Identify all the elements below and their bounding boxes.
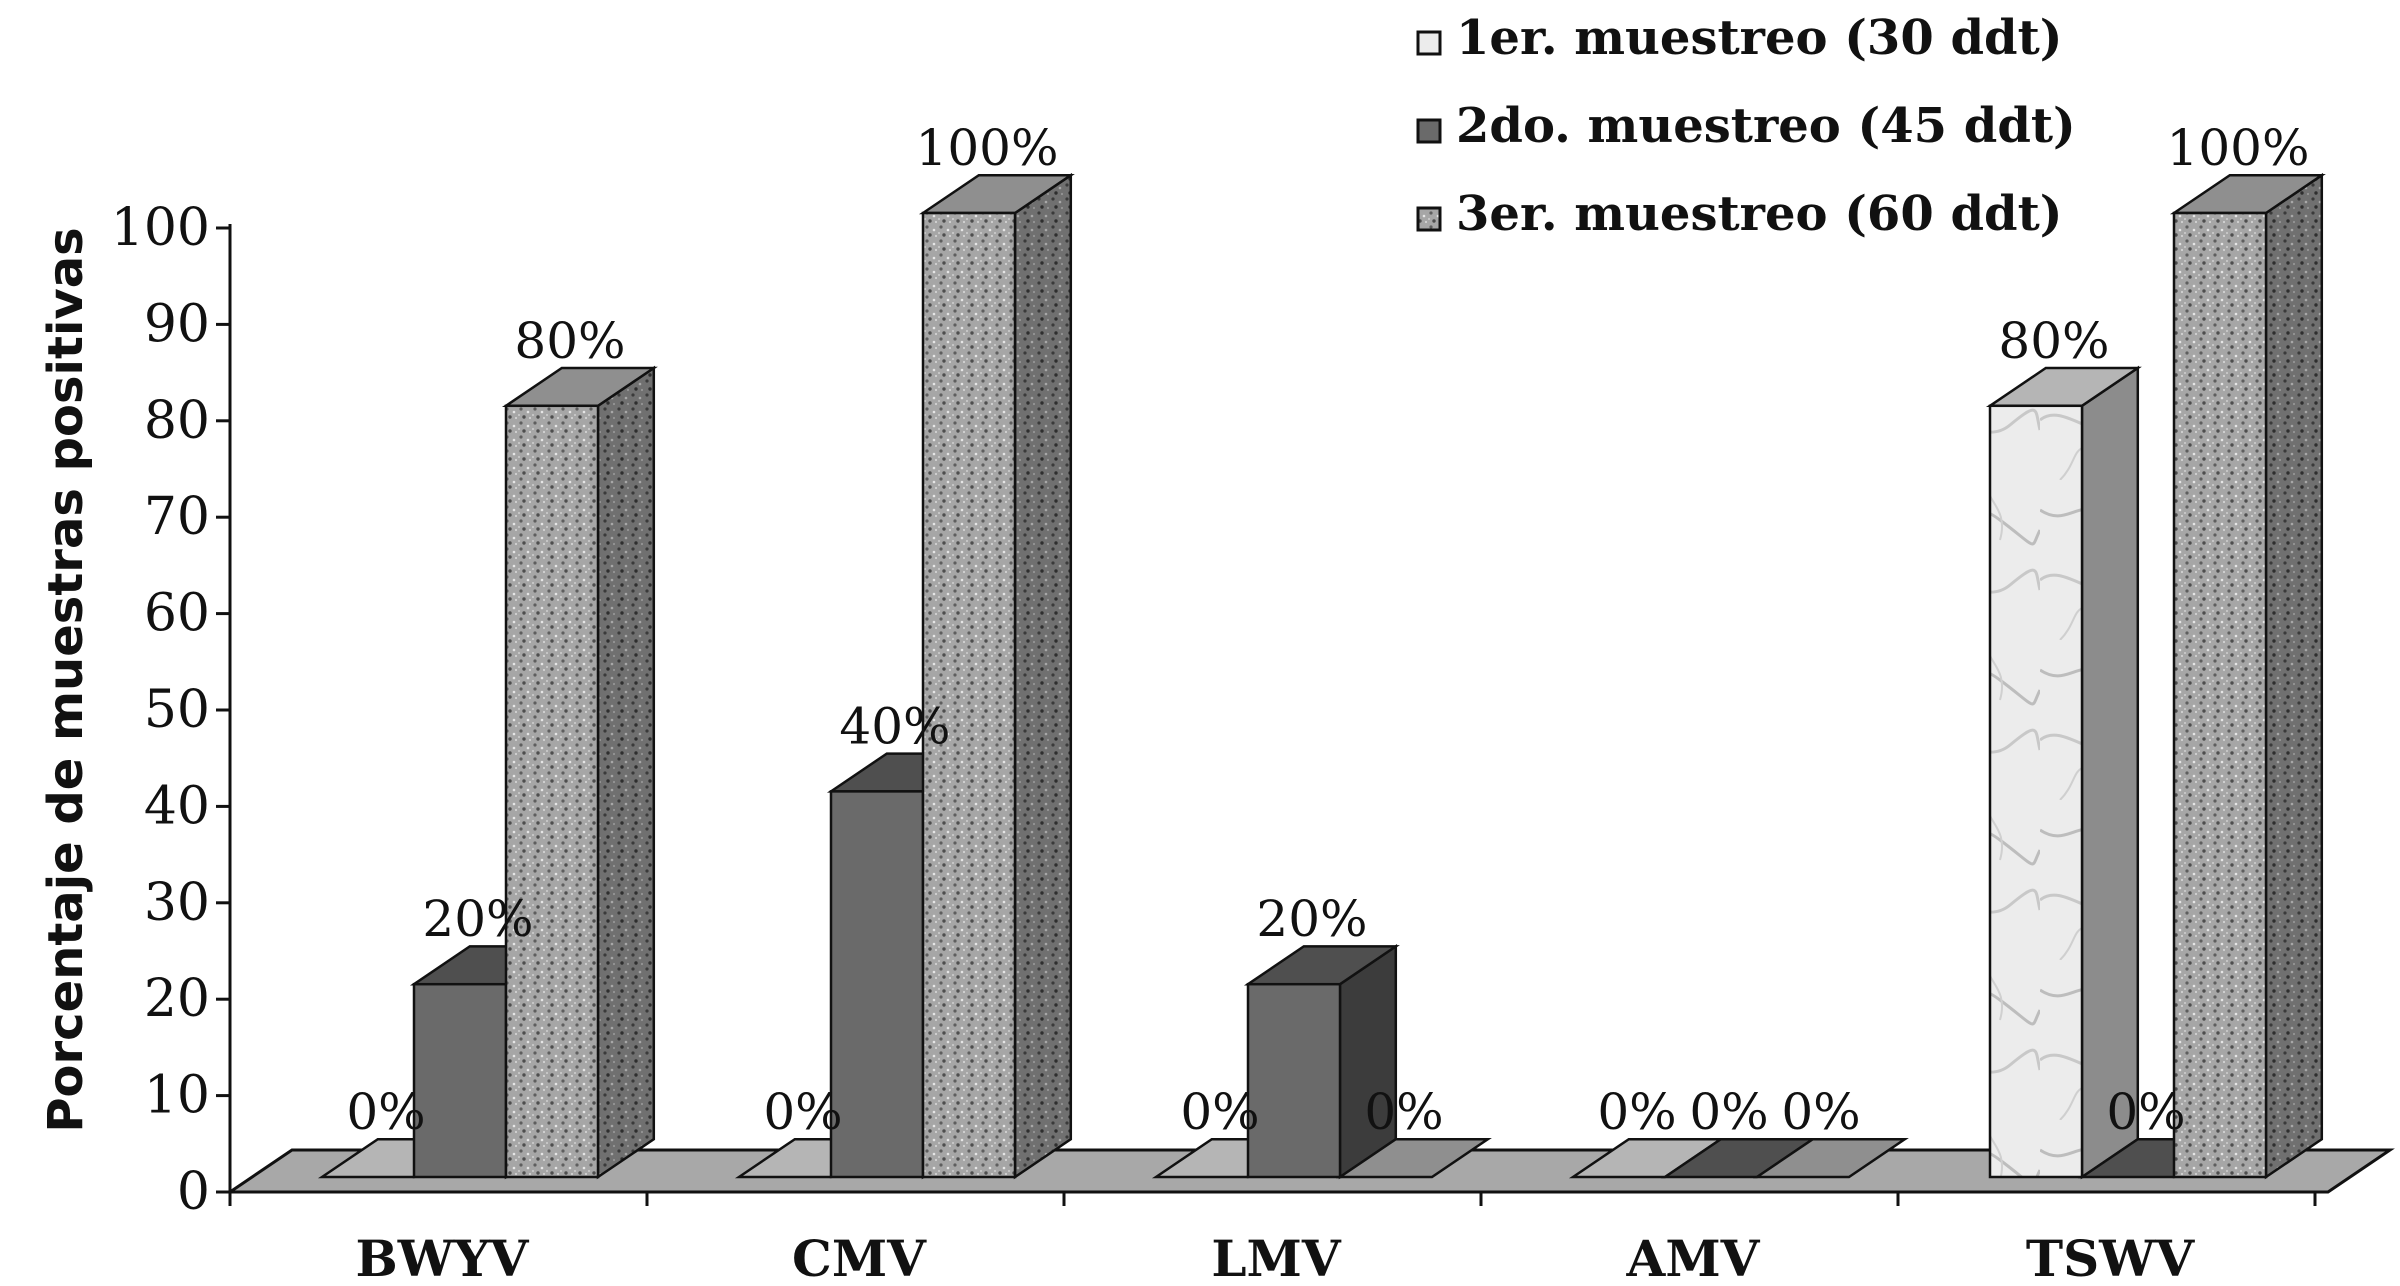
legend-swatch	[1416, 206, 1442, 232]
data-label-amv-series-3: 0%	[1781, 1083, 1860, 1141]
x-tick-label-amv: AMV	[1626, 1229, 1761, 1286]
legend-label: 3er. muestreo (60 ddt)	[1456, 186, 2062, 242]
x-tick-label-bwyv: BWYV	[356, 1229, 530, 1286]
y-tick-label: 10	[144, 1066, 210, 1126]
y-tick-label: 60	[144, 584, 210, 644]
legend-swatch	[1416, 118, 1442, 144]
bar-bwyv-series-3	[501, 365, 658, 1180]
legend-label: 1er. muestreo (30 ddt)	[1456, 10, 2062, 66]
y-tick-label: 40	[144, 776, 210, 836]
bar-cmv-series-3	[918, 172, 1075, 1180]
data-label-bwyv-series-2: 20%	[422, 890, 533, 948]
y-axis-label: Porcentaje de muestras positivas	[38, 227, 94, 1132]
x-tick-label-lmv: LMV	[1211, 1229, 1342, 1286]
data-labels: 0%20%80%0%40%100%0%20%0% 0% 0% 0%80%0%100%	[346, 119, 2309, 1141]
y-axis: 0 10 20 30 40 50 60 70 80 90 100 BWYV CMV LMV AMV TSWV	[111, 198, 2328, 1286]
legend-swatch	[1416, 30, 1442, 56]
bar-tswv-series-3	[2169, 172, 2326, 1180]
y-tick-label: 50	[144, 680, 210, 740]
x-tick-label-cmv: CMV	[792, 1229, 927, 1286]
data-label-tswv-series-3: 100%	[2167, 119, 2310, 177]
bar-lmv-series-3	[1335, 1137, 1492, 1179]
legend-item-1: 1er. muestreo (30 ddt)	[1416, 10, 2062, 66]
data-label-lmv-series-3: 0%	[1364, 1083, 1443, 1141]
legend-item-2: 2do. muestreo (45 ddt)	[1416, 98, 2076, 154]
data-label-lmv-series-2: 20%	[1256, 890, 1367, 948]
bar-tswv-series-1	[1985, 365, 2142, 1180]
y-tick-label: 100	[111, 198, 210, 258]
bar-amv-series-3	[1752, 1137, 1909, 1179]
bars	[317, 172, 2326, 1180]
data-label-lmv-series-1: 0%	[1180, 1083, 1259, 1141]
y-tick-label: 20	[144, 969, 210, 1029]
data-label-tswv-series-2: 0%	[2106, 1083, 2185, 1141]
data-label-amv-series-1: 0%	[1597, 1083, 1676, 1141]
y-tick-label: 80	[144, 391, 210, 451]
legend-label: 2do. muestreo (45 ddt)	[1456, 98, 2076, 154]
legend: 1er. muestreo (30 ddt) 2do. muestreo (45 …	[1416, 10, 2076, 242]
data-label-cmv-series-2: 40%	[839, 697, 950, 755]
y-tick-label: 30	[144, 873, 210, 933]
data-label-amv-series-2: 0%	[1689, 1083, 1768, 1141]
legend-item-3: 3er. muestreo (60 ddt)	[1416, 186, 2062, 242]
bar-lmv-series-2	[1243, 944, 1400, 1180]
y-tick-label: 90	[144, 294, 210, 354]
x-tick-label-tswv: TSWV	[2026, 1229, 2195, 1286]
data-label-cmv-series-3: 100%	[916, 119, 1059, 177]
data-label-cmv-series-1: 0%	[763, 1083, 842, 1141]
data-label-bwyv-series-1: 0%	[346, 1083, 425, 1141]
y-tick-label: 70	[144, 487, 210, 547]
y-tick-label: 0	[177, 1162, 210, 1222]
data-label-bwyv-series-3: 80%	[514, 312, 625, 370]
data-label-tswv-series-1: 80%	[1998, 312, 2109, 370]
